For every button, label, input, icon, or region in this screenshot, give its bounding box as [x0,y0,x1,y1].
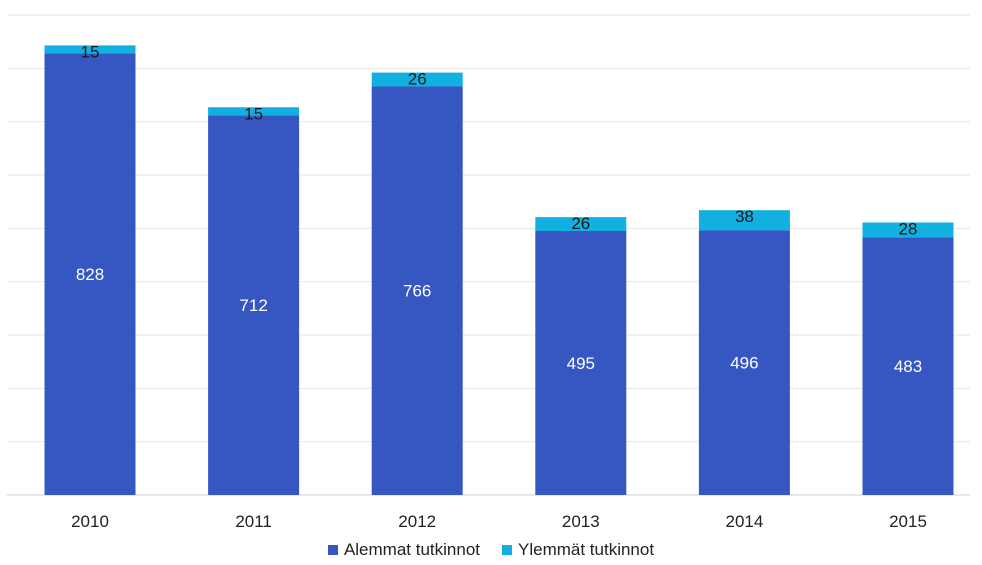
x-tick-2015: 2015 [889,512,927,531]
data-label-ylemmat-2012: 26 [408,70,427,89]
legend-label-alemmat: Alemmat tutkinnot [343,540,480,559]
bar-ylemmat-2012 [371,72,463,87]
data-label-alemmat-2013: 495 [567,354,595,373]
x-tick-2010: 2010 [71,512,109,531]
data-label-alemmat-2012: 766 [403,282,431,301]
data-label-alemmat-2015: 483 [894,357,922,376]
data-label-ylemmat-2014: 38 [735,207,754,226]
bars [44,45,954,496]
legend-swatch-ylemmat [502,545,512,555]
data-label-alemmat-2014: 496 [730,354,758,373]
data-label-ylemmat-2013: 26 [571,214,590,233]
legend-item-alemmat: Alemmat tutkinnot [327,540,480,560]
bar-ylemmat-2015 [862,222,954,238]
legend-label-ylemmat: Ylemmät tutkinnot [518,540,655,559]
bar-alemmat-2010 [44,53,136,496]
bar-alemmat-2011 [208,115,300,496]
legend: Alemmat tutkinnot Ylemmät tutkinnot [0,540,982,560]
bar-alemmat-2015 [862,237,954,495]
bar-ylemmat-2013 [535,217,627,231]
bar-ylemmat-2011 [208,107,300,116]
data-label-alemmat-2011: 712 [239,296,267,315]
x-tick-labels: 2010 2011 2012 2013 2014 2015 [71,512,927,531]
gridlines [7,14,970,496]
legend-item-ylemmat: Ylemmät tutkinnot [502,540,654,560]
bar-alemmat-2013 [535,231,627,495]
bar-alemmat-2012 [371,86,463,495]
data-label-alemmat-2010: 828 [76,265,104,284]
data-label-ylemmat-2010: 15 [81,42,100,61]
legend-swatch-alemmat [327,545,338,555]
x-tick-2011: 2011 [235,512,272,531]
x-tick-2013: 2013 [562,512,600,531]
x-tick-2014: 2014 [725,512,763,531]
x-tick-2012: 2012 [398,512,436,531]
data-labels: 828 15 712 15 766 26 495 26 496 38 483 28 [76,42,922,376]
data-label-ylemmat-2015: 28 [899,219,918,238]
bar-ylemmat-2010 [44,45,136,54]
bar-ylemmat-2014 [698,210,790,231]
data-label-ylemmat-2011: 15 [244,104,263,123]
bar-alemmat-2014 [698,230,790,495]
